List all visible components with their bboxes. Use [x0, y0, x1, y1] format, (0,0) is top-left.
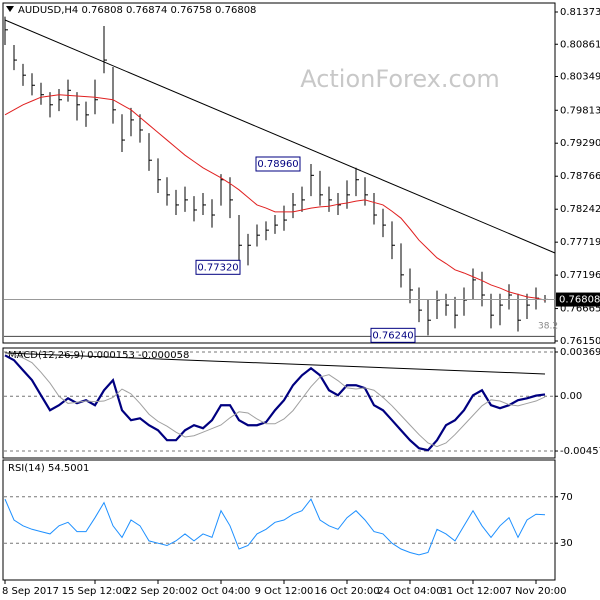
rsi-title: RSI(14) 54.5001	[8, 463, 89, 474]
macd-trend-line	[4, 352, 546, 375]
price-panel	[2, 2, 556, 344]
y-tick-label: 0.003694	[560, 347, 600, 358]
y-tick-label: 0.80349	[560, 72, 600, 83]
y-tick-label: 0.78242	[560, 204, 600, 215]
trend-line	[4, 19, 556, 254]
y-tick-label: 0.77719	[560, 237, 600, 248]
y-tick-label: 0.81373	[560, 7, 600, 18]
level-label: 0.77320	[197, 262, 238, 273]
y-tick-label: 0.77196	[560, 270, 600, 281]
level-box	[255, 156, 301, 172]
y-tick-label: 0.76150	[560, 336, 600, 347]
fib-label: 38.2	[538, 322, 558, 332]
x-tick-label: 31 Oct 12:00	[440, 586, 505, 597]
x-tick-label: 8 Sep 2017	[2, 586, 59, 597]
watermark: ActionForex.com	[300, 65, 500, 93]
x-tick-label: 24 Oct 04:00	[377, 586, 442, 597]
x-tick-label: 2 Oct 04:00	[192, 586, 251, 597]
last-price-box	[556, 292, 600, 307]
macd-panel	[2, 347, 556, 459]
y-tick-label: 0.00	[560, 391, 582, 402]
x-tick-label: 16 Oct 20:00	[314, 586, 379, 597]
x-tick-label: 15 Sep 12:00	[62, 586, 129, 597]
level-box	[370, 327, 416, 343]
x-tick-label: 7 Nov 20:00	[505, 586, 566, 597]
level-box	[195, 259, 241, 275]
y-tick-label: 70	[560, 492, 573, 503]
rsi-panel	[2, 459, 556, 581]
signal-line	[4, 352, 546, 448]
macd-title: MACD(12,26,9) 0.000153 -0.000058	[8, 350, 189, 361]
chart-title: AUDUSD,H4 0.76808 0.76874 0.76758 0.7680…	[18, 5, 256, 16]
y-tick-label: 0.78766	[560, 171, 600, 182]
y-tick-label: 0.79813	[560, 105, 600, 116]
dropdown-icon	[6, 6, 14, 12]
macd-line	[4, 354, 546, 452]
last-price-label: 0.76808	[559, 295, 600, 306]
rsi-line	[4, 498, 546, 556]
y-tick-label: -0.004574	[560, 446, 600, 457]
y-tick-label: 0.79290	[560, 138, 600, 149]
level-label: 0.76240	[372, 330, 413, 341]
x-tick-label: 22 Sep 20:00	[125, 586, 192, 597]
y-tick-label: 0.80861	[560, 39, 600, 50]
level-label: 0.78960	[257, 159, 298, 170]
moving-average	[4, 94, 546, 301]
y-tick-label: 0.76665	[560, 304, 600, 315]
x-tick-label: 9 Oct 12:00	[255, 586, 314, 597]
y-tick-label: 30	[560, 538, 573, 549]
